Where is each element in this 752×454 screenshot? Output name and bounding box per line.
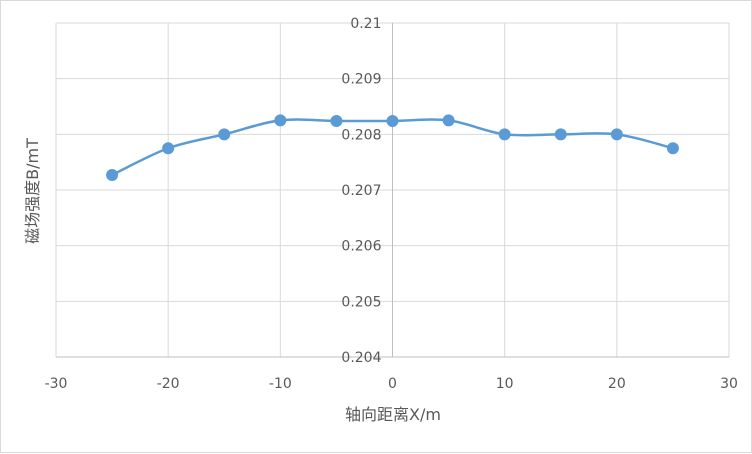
x-tick-label: -10 — [269, 376, 292, 392]
data-point — [554, 128, 567, 141]
x-tick-label: -20 — [157, 376, 180, 392]
data-point — [106, 168, 119, 181]
x-tick-label: 20 — [608, 376, 626, 392]
data-point — [610, 128, 623, 141]
x-tick-label: 30 — [720, 376, 738, 392]
y-tick-label: 0.206 — [341, 239, 381, 255]
y-tick-label: 0.208 — [341, 127, 381, 143]
data-point — [162, 142, 175, 155]
x-axis-title: 轴向距离X/m — [345, 405, 441, 424]
data-point — [330, 114, 343, 127]
x-tick-label: 10 — [496, 376, 514, 392]
y-tick-label: 0.209 — [341, 72, 381, 88]
y-axis-title: 磁场强度B/mT — [23, 138, 42, 244]
data-point — [666, 142, 679, 155]
series-layer — [106, 114, 679, 181]
x-tick-label: 0 — [388, 376, 397, 392]
y-tick-label: 0.204 — [341, 350, 381, 366]
y-tick-label: 0.205 — [341, 294, 381, 310]
x-tick-label: -30 — [45, 376, 68, 392]
data-point — [442, 114, 455, 127]
y-tick-label: 0.207 — [341, 183, 381, 199]
data-point — [218, 128, 231, 141]
data-point — [274, 114, 287, 127]
tick-labels: -30 -20 -10 0 10 20 30 0.204 0.205 0.206 0.207 0.20… — [45, 16, 738, 392]
y-tick-label: 0.21 — [350, 16, 381, 32]
data-point — [386, 114, 399, 127]
axes — [56, 23, 729, 358]
data-point — [498, 128, 511, 141]
